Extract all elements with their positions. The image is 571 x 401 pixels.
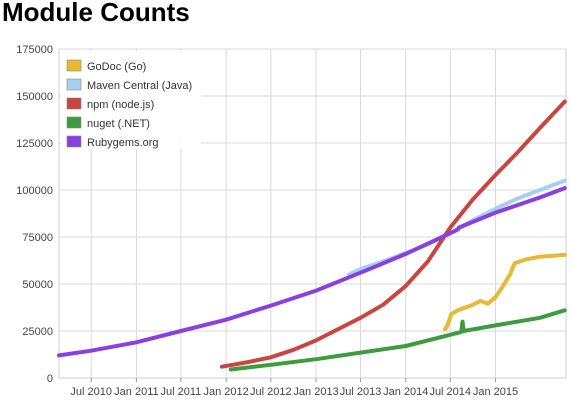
x-tick-label: Jan 2012 (203, 386, 248, 398)
y-tick-label: 175000 (16, 44, 53, 56)
legend-swatch (66, 59, 82, 72)
x-tick-label: Jan 2014 (383, 386, 428, 398)
series-line-nuget-net (228, 308, 567, 372)
x-tick-label: Jul 2010 (70, 386, 112, 398)
y-tick-label: 125000 (16, 138, 53, 150)
x-tick-label: Jan 2011 (114, 386, 158, 398)
legend-label: npm (node.js) (87, 99, 154, 111)
legend-swatch (66, 116, 82, 129)
y-tick-label: 75000 (22, 232, 53, 244)
page-title: Module Counts (2, 0, 190, 27)
x-tick-label: Jan 2013 (293, 386, 338, 398)
legend-label: nuget (.NET) (87, 118, 150, 130)
y-tick-label: 100000 (16, 185, 53, 197)
legend-background (61, 51, 201, 149)
x-tick-label: Jul 2012 (250, 386, 292, 398)
legend-swatch (66, 97, 82, 110)
y-tick-label: 25000 (22, 326, 53, 338)
series-lines (57, 99, 567, 372)
y-tick-label: 150000 (16, 91, 53, 103)
legend-label: GoDoc (Go) (87, 61, 146, 73)
series-line-godoc-go (443, 252, 567, 332)
x-tick-label: Jul 2014 (429, 386, 471, 398)
legend-swatch (66, 135, 82, 148)
y-tick-label: 0 (47, 373, 53, 385)
series-line-npm-node-js (219, 99, 567, 369)
legend-label: Rubygems.org (87, 137, 159, 149)
x-tick-label: Jul 2011 (161, 386, 202, 398)
x-tick-label: Jul 2013 (340, 386, 382, 398)
y-axis-ticks: 0 25000 50000 75000 100000 125000 150000 175000 (16, 44, 53, 385)
x-tick-label: Jan 2015 (473, 386, 518, 398)
y-tick-label: 50000 (22, 279, 53, 291)
legend-swatch (66, 78, 82, 91)
series-line-rubygems-org (57, 186, 567, 358)
legend: GoDoc (Go) Maven Central (Java) npm (node.… (61, 51, 201, 149)
legend-label: Maven Central (Java) (87, 80, 192, 92)
x-axis-ticks: Jul 2010 Jan 2011 Jul 2011 Jan 2012 Jul 2012… (70, 378, 518, 398)
